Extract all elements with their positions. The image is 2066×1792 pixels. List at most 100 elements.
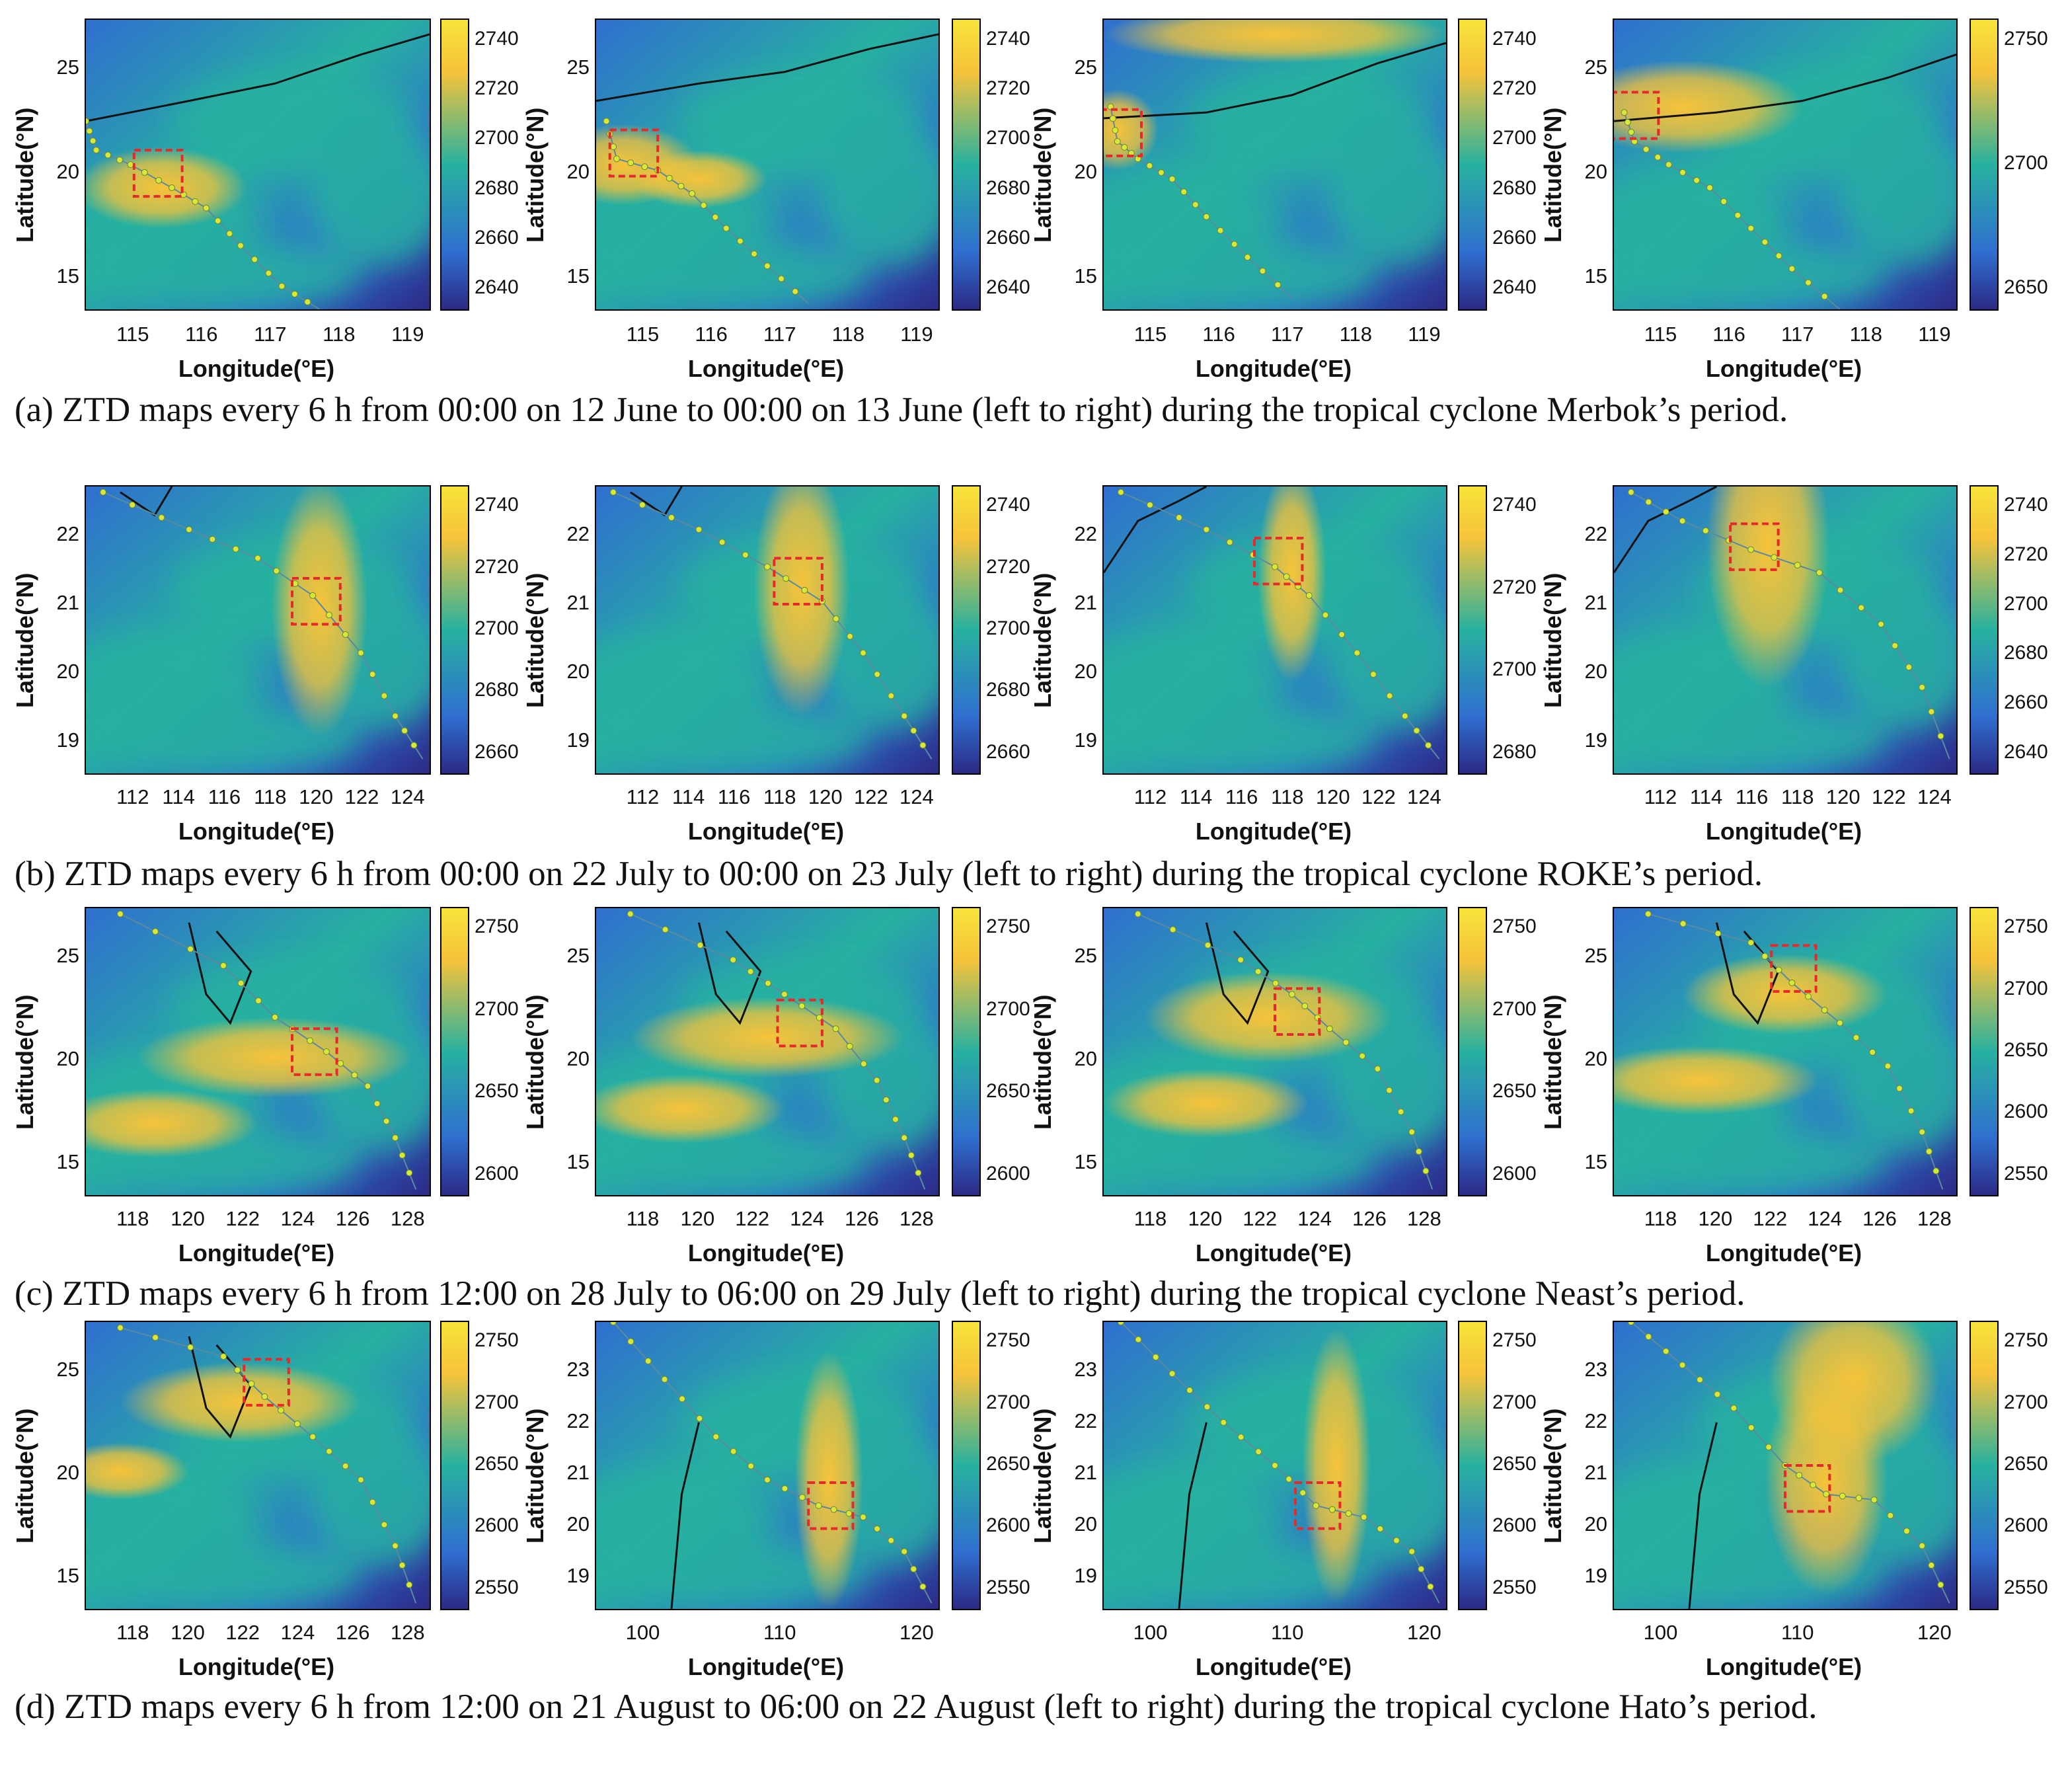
track-point [910,1565,917,1573]
track-point [1326,1025,1333,1032]
x-axis-label: Longitude(°E) [1195,1653,1352,1680]
colorbar [440,485,469,775]
track-point [1354,649,1361,656]
track-point [248,1380,255,1387]
track-point [325,1448,332,1455]
x-tick-label: 126 [1862,1207,1897,1230]
track-point [830,1506,837,1513]
y-tick-label: 22 [1074,522,1097,545]
x-tick-label: 122 [225,1207,260,1230]
colorbar-tick-label: 2750 [986,915,1030,938]
y-axis-label: Latitude(°N) [1539,994,1566,1130]
track-point [1693,176,1701,184]
y-tick-label: 19 [566,728,590,752]
y-tick-label: 20 [1074,660,1097,683]
track-point [742,551,749,559]
track-point [1765,1444,1773,1451]
colorbar-tick-label: 2700 [475,617,519,639]
x-tick-label: 122 [344,785,379,808]
x-tick-label: 112 [626,785,660,808]
x-tick-label: 128 [390,1621,425,1644]
colorbar-tick-label: 2660 [986,740,1030,763]
track-point [369,1499,376,1506]
track-point [1134,910,1141,917]
x-axis-label: Longitude(°E) [687,355,845,382]
track-point [689,190,696,197]
colorbar-tick-label: 2720 [475,555,519,578]
track-point [1413,727,1420,734]
x-tick-label: 118 [116,1207,149,1230]
y-tick-label: 25 [56,943,79,967]
ztd-map [1102,19,1447,311]
y-tick-label: 20 [1074,1047,1097,1071]
x-tick-label: 124 [1297,1207,1332,1230]
x-tick-label: 126 [335,1621,370,1644]
x-tick-label: 124 [280,1621,315,1644]
track-point [129,501,136,508]
track-point [847,633,854,640]
x-tick-label: 126 [1352,1207,1387,1230]
track-point [1907,1107,1915,1114]
colorbar-tick-label: 2700 [1492,1391,1537,1413]
track-point [627,159,634,167]
track-point [1747,939,1755,947]
coastline [1614,54,1956,122]
track-point [697,941,704,949]
y-tick-label: 25 [1584,56,1607,79]
colorbar [1458,1321,1487,1610]
track-point [1821,293,1828,300]
track-point [860,649,867,656]
track-point [845,1510,853,1517]
colorbar [440,907,469,1196]
track-point [117,910,124,917]
ztd-hotspot [794,1350,864,1609]
colorbar-tick-label: 2700 [986,127,1030,149]
y-axis-label: Latitude(°N) [1539,572,1566,708]
track-point [860,1514,867,1521]
x-tick-label: 124 [390,785,425,808]
track-point [1305,592,1313,599]
cyclone-track [613,1322,933,1604]
track-point [1112,127,1119,134]
track-point [399,1562,406,1569]
colorbar-tick-label: 2600 [475,1162,519,1185]
x-tick-label: 118 [254,785,287,808]
track-point [882,1096,890,1103]
ztd-hotspot [1258,487,1326,682]
colorbar-tick-label: 2650 [2004,1453,2048,1475]
track-point [801,586,808,594]
track-point [1328,1506,1336,1513]
track-point [192,198,199,205]
y-axis-label: Latitude(°N) [1029,572,1056,708]
ztd-hotspot [120,1362,361,1443]
x-tick-label: 116 [1735,785,1769,808]
track-point [919,1583,927,1590]
coastline [1178,1422,1207,1609]
y-tick-label: 22 [1074,1409,1097,1432]
ztd-hotspot [1104,20,1446,63]
track-point [127,161,134,168]
track-point [1878,621,1885,628]
x-tick-label: 116 [185,323,218,346]
ztd-hotspot [1104,1069,1309,1138]
track-point [152,1334,159,1341]
track-point [764,563,771,570]
y-tick-label: 15 [1584,264,1607,288]
colorbar-tick-label: 2650 [2004,1039,2048,1061]
track-point [1679,1362,1686,1369]
x-tick-label: 118 [1781,785,1814,808]
track-point [187,945,194,953]
x-tick-label: 118 [323,323,356,346]
track-point [234,1366,241,1374]
track-point [781,991,788,998]
colorbar-tick-label: 2680 [986,176,1030,199]
track-point [1837,586,1844,594]
colorbar-tick-label: 2720 [1492,77,1537,99]
colorbar [1970,1321,1999,1610]
x-tick-label: 124 [1808,1207,1843,1230]
track-point [892,1116,899,1123]
track-point [1231,241,1238,248]
y-tick-label: 25 [1584,943,1607,967]
track-point [1415,1148,1422,1155]
y-tick-label: 19 [1584,728,1607,752]
